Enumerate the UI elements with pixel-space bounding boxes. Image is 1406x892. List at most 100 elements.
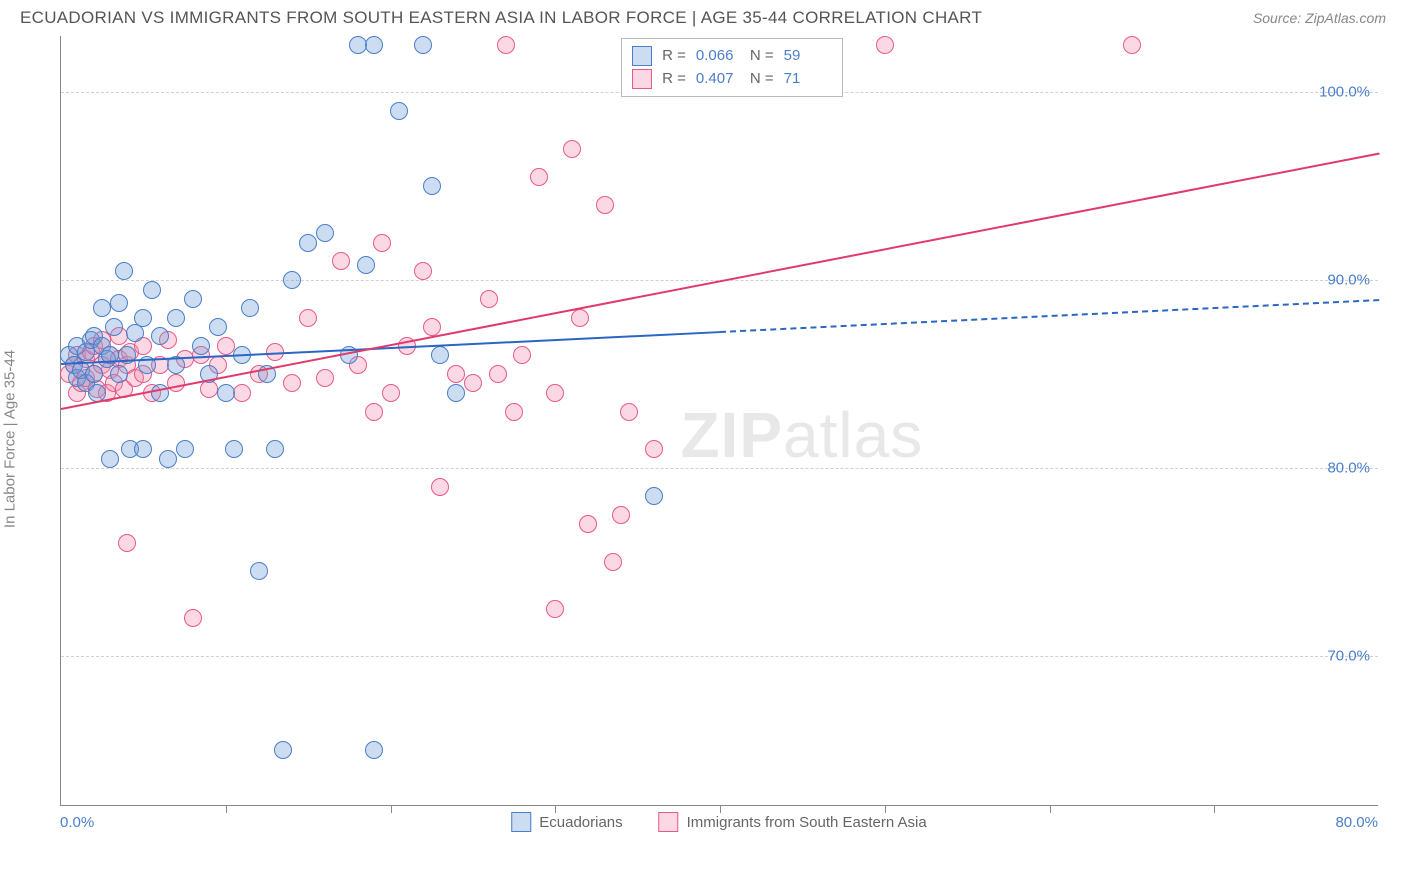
scatter-point-pink xyxy=(505,403,523,421)
scatter-point-blue xyxy=(390,102,408,120)
stats-label-n: N = xyxy=(750,45,774,68)
scatter-point-blue xyxy=(110,365,128,383)
gridline xyxy=(61,468,1378,469)
scatter-point-pink xyxy=(596,196,614,214)
scatter-point-pink xyxy=(530,168,548,186)
scatter-point-pink xyxy=(645,440,663,458)
scatter-point-blue xyxy=(299,234,317,252)
scatter-point-pink xyxy=(217,337,235,355)
scatter-point-blue xyxy=(143,281,161,299)
scatter-point-blue xyxy=(176,440,194,458)
scatter-point-blue xyxy=(101,450,119,468)
stats-swatch-pink xyxy=(632,69,652,89)
scatter-point-pink xyxy=(480,290,498,308)
scatter-point-pink xyxy=(497,36,515,54)
scatter-point-blue xyxy=(192,337,210,355)
scatter-point-pink xyxy=(571,309,589,327)
scatter-point-blue xyxy=(349,36,367,54)
scatter-point-pink xyxy=(423,318,441,336)
scatter-point-pink xyxy=(233,384,251,402)
scatter-point-blue xyxy=(225,440,243,458)
legend-item-ecuadorians: Ecuadorians xyxy=(511,812,622,832)
scatter-point-pink xyxy=(546,600,564,618)
stats-box: R = 0.066 N = 59 R = 0.407 N = 71 xyxy=(621,38,843,97)
scatter-point-pink xyxy=(546,384,564,402)
scatter-point-pink xyxy=(464,374,482,392)
scatter-point-blue xyxy=(110,294,128,312)
y-tick-label: 100.0% xyxy=(1319,84,1370,101)
x-axis-min-label: 0.0% xyxy=(60,814,94,831)
stats-row-blue: R = 0.066 N = 59 xyxy=(632,45,828,68)
scatter-point-pink xyxy=(299,309,317,327)
stats-swatch-blue xyxy=(632,46,652,66)
scatter-point-pink xyxy=(414,262,432,280)
scatter-point-pink xyxy=(513,346,531,364)
scatter-point-pink xyxy=(489,365,507,383)
y-axis-label: In Labor Force | Age 35-44 xyxy=(2,350,19,528)
scatter-point-pink xyxy=(373,234,391,252)
scatter-point-pink xyxy=(563,140,581,158)
legend-label-ecuadorians: Ecuadorians xyxy=(539,814,622,831)
y-tick-label: 80.0% xyxy=(1327,459,1370,476)
scatter-point-blue xyxy=(357,256,375,274)
gridline xyxy=(61,656,1378,657)
scatter-point-pink xyxy=(283,374,301,392)
stats-label-r: R = xyxy=(662,68,686,91)
y-tick-label: 70.0% xyxy=(1327,647,1370,664)
scatter-point-pink xyxy=(316,369,334,387)
scatter-point-blue xyxy=(105,318,123,336)
scatter-point-pink xyxy=(620,403,638,421)
watermark-atlas: atlas xyxy=(783,399,923,471)
scatter-point-pink xyxy=(1123,36,1141,54)
scatter-point-pink xyxy=(447,365,465,383)
scatter-point-blue xyxy=(431,346,449,364)
scatter-point-pink xyxy=(579,515,597,533)
stats-label-n: N = xyxy=(750,68,774,91)
watermark-zip: ZIP xyxy=(680,399,783,471)
legend: Ecuadorians Immigrants from South Easter… xyxy=(511,812,927,832)
scatter-point-blue xyxy=(365,36,383,54)
scatter-point-pink xyxy=(332,252,350,270)
stats-value-r-pink: 0.407 xyxy=(696,68,740,91)
scatter-point-blue xyxy=(423,177,441,195)
chart-area: In Labor Force | Age 35-44 ZIPatlas 100.… xyxy=(20,36,1386,842)
scatter-point-blue xyxy=(283,271,301,289)
scatter-point-blue xyxy=(184,290,202,308)
scatter-point-blue xyxy=(93,299,111,317)
stats-value-n-pink: 71 xyxy=(784,68,828,91)
stats-value-r-blue: 0.066 xyxy=(696,45,740,68)
scatter-point-pink xyxy=(118,534,136,552)
scatter-point-blue xyxy=(447,384,465,402)
scatter-point-blue xyxy=(645,487,663,505)
scatter-point-blue xyxy=(266,440,284,458)
legend-swatch-blue xyxy=(511,812,531,832)
scatter-point-blue xyxy=(414,36,432,54)
scatter-point-pink xyxy=(184,609,202,627)
x-axis-max-label: 80.0% xyxy=(1335,814,1378,831)
scatter-point-blue xyxy=(274,741,292,759)
scatter-point-pink xyxy=(604,553,622,571)
scatter-point-blue xyxy=(85,365,103,383)
scatter-point-blue xyxy=(241,299,259,317)
scatter-point-blue xyxy=(159,450,177,468)
legend-item-immigrants: Immigrants from South Eastern Asia xyxy=(659,812,927,832)
y-tick-label: 90.0% xyxy=(1327,272,1370,289)
stats-row-pink: R = 0.407 N = 71 xyxy=(632,68,828,91)
x-axis-row: 0.0% Ecuadorians Immigrants from South E… xyxy=(60,806,1378,842)
chart-title: ECUADORIAN VS IMMIGRANTS FROM SOUTH EAST… xyxy=(20,8,982,28)
legend-swatch-pink xyxy=(659,812,679,832)
scatter-point-pink xyxy=(612,506,630,524)
scatter-point-blue xyxy=(115,262,133,280)
title-bar: ECUADORIAN VS IMMIGRANTS FROM SOUTH EAST… xyxy=(0,0,1406,32)
scatter-point-pink xyxy=(876,36,894,54)
scatter-point-blue xyxy=(151,327,169,345)
watermark: ZIPatlas xyxy=(680,398,923,472)
scatter-point-pink xyxy=(365,403,383,421)
stats-value-n-blue: 59 xyxy=(784,45,828,68)
trendline-blue-dashed xyxy=(720,299,1379,333)
scatter-point-blue xyxy=(134,309,152,327)
scatter-point-blue xyxy=(167,309,185,327)
scatter-plot: ZIPatlas 100.0% 90.0% 80.0% 70.0% R = 0.066 N … xyxy=(60,36,1378,806)
stats-label-r: R = xyxy=(662,45,686,68)
scatter-point-blue xyxy=(134,440,152,458)
